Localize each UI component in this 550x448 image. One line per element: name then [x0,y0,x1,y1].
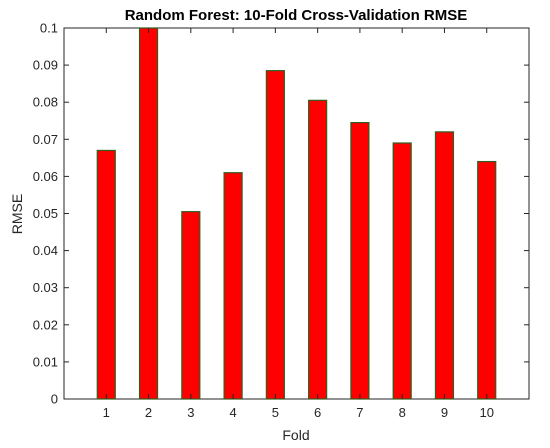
x-tick-label: 3 [187,405,194,420]
x-axis-label: Fold [282,427,309,443]
x-tick-label: 1 [103,405,110,420]
bar-fold-6 [308,99,328,400]
plot-area [63,27,530,400]
bars-group [96,27,497,400]
y-tick-label: 0.07 [33,132,58,147]
x-tick-label: 2 [145,405,152,420]
bar-fold-2 [138,27,159,400]
bar-fold-7 [350,122,370,400]
y-axis-label: RMSE [9,194,25,234]
y-tick-label: 0.01 [33,354,58,369]
x-tick-label: 7 [356,405,363,420]
x-tick-label: 5 [272,405,279,420]
bar-fold-5 [265,70,285,400]
y-tick-label: 0.04 [33,243,58,258]
y-ticks-group: 0 0.01 0.02 0.03 0.04 0.05 0.06 0.07 0.08 0.09 0.1 [33,21,529,407]
y-tick-label: 0.08 [33,95,58,110]
y-tick-label: 0.03 [33,280,58,295]
bar-fold-9 [434,131,455,400]
x-tick-label: 9 [441,405,448,420]
y-tick-label: 0.09 [33,58,58,73]
x-tick-label: 8 [399,405,406,420]
y-tick-label: 0.02 [33,317,58,332]
x-ticks-group: 1 2 3 4 5 6 7 8 9 10 [103,28,494,420]
x-tick-label: 4 [229,405,236,420]
y-tick-label: 0.06 [33,169,58,184]
chart-title: Random Forest: 10-Fold Cross-Validation … [125,7,468,24]
bar-fold-10 [477,160,497,400]
x-tick-label: 10 [479,405,493,420]
y-tick-label: 0.05 [33,206,58,221]
bar-fold-4 [223,172,243,400]
y-tick-label: 0 [51,392,58,407]
y-tick-label: 0.1 [40,21,58,36]
x-tick-label: 6 [314,405,321,420]
bar-fold-3 [181,211,201,400]
bar-fold-8 [392,142,412,400]
bar-fold-1 [96,149,116,400]
